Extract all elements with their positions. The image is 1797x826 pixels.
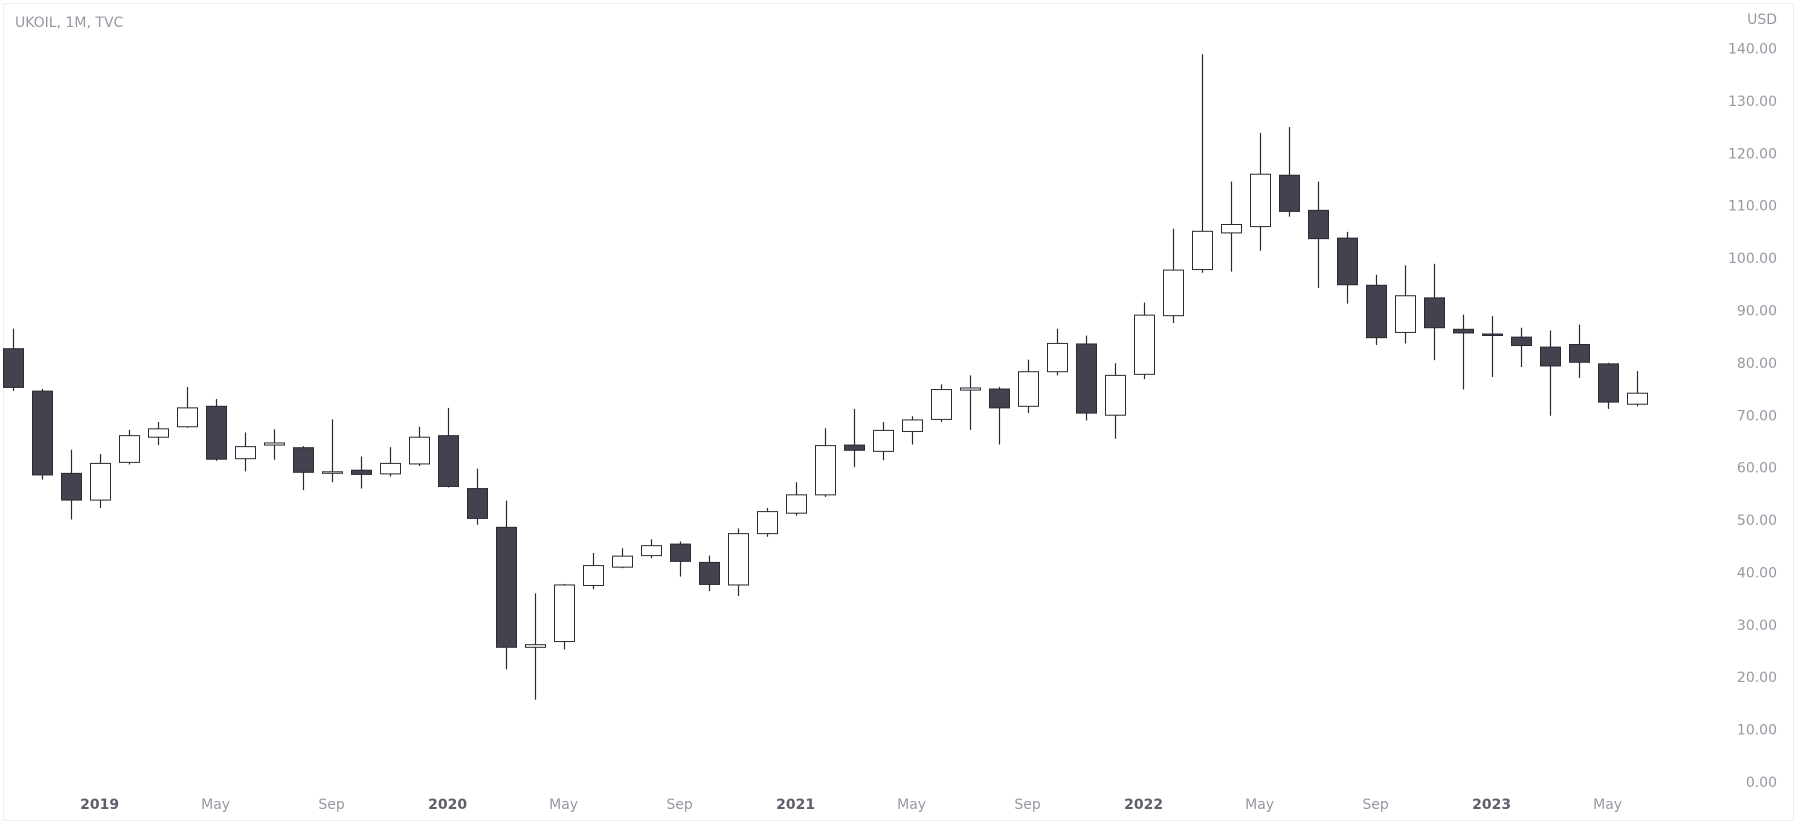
y-tick-label: 20.00 — [1737, 670, 1777, 686]
y-tick-label: 130.00 — [1728, 94, 1777, 110]
candle-body — [1018, 371, 1039, 407]
y-tick-label: 110.00 — [1728, 199, 1777, 215]
y-tick-label: 10.00 — [1737, 723, 1777, 739]
candle-body — [1047, 342, 1068, 373]
candle-body — [844, 444, 865, 451]
y-tick-label: 120.00 — [1728, 146, 1777, 162]
candle-body — [496, 526, 517, 648]
candle-body — [1105, 374, 1126, 416]
candle-body — [1279, 174, 1300, 212]
y-tick-label: 100.00 — [1728, 251, 1777, 267]
chart-border — [3, 3, 1794, 821]
candle-body — [554, 584, 575, 643]
y-tick-label: 70.00 — [1737, 408, 1777, 424]
candle-body — [1482, 333, 1503, 337]
candle-body — [1569, 343, 1590, 363]
y-tick-label: 60.00 — [1737, 461, 1777, 477]
x-tick-label: Sep — [666, 797, 693, 813]
candle-body — [1424, 297, 1445, 329]
candle-body — [206, 405, 227, 460]
candle-body — [1453, 328, 1474, 334]
x-tick-label: Sep — [318, 797, 345, 813]
candle-body — [612, 555, 633, 568]
chart-title: UKOIL, 1M, TVC — [15, 15, 124, 31]
x-tick-label: May — [1593, 797, 1622, 813]
y-tick-label: 80.00 — [1737, 356, 1777, 372]
candle-body — [177, 407, 198, 428]
y-tick-label: 90.00 — [1737, 303, 1777, 319]
x-tick-label: 2021 — [776, 797, 815, 813]
candle-body — [1395, 295, 1416, 333]
candle-body — [786, 494, 807, 514]
candle-body — [1337, 237, 1358, 286]
candle-body — [119, 435, 140, 463]
candle-body — [1511, 336, 1532, 347]
time-axis: 2019 May Sep 2020 May Sep 2021 May Sep 2022 May Sep… — [80, 797, 1733, 813]
candle-body — [61, 472, 82, 501]
price-axis: 0.00 10.00 20.00 30.00 40.00 50.00 60.00 70.00 8… — [1728, 42, 1777, 791]
y-tick-label: 0.00 — [1746, 775, 1777, 791]
x-tick-label: Sep — [1014, 797, 1041, 813]
candle-body — [1221, 224, 1242, 234]
candle-body — [1134, 314, 1155, 375]
candle-body — [467, 488, 488, 519]
y-tick-label: 50.00 — [1737, 513, 1777, 529]
candle-body — [264, 442, 285, 446]
y-tick-label: 40.00 — [1737, 565, 1777, 581]
candle-body — [1076, 343, 1097, 414]
candle-body — [1540, 346, 1561, 367]
candle-body — [641, 545, 662, 557]
candle-body — [1366, 284, 1387, 339]
candle-body — [757, 511, 778, 535]
y-tick-label: 140.00 — [1728, 42, 1777, 58]
x-tick-label: 2022 — [1124, 797, 1163, 813]
candle-body — [525, 644, 546, 648]
candle-body — [3, 348, 24, 388]
y-axis-label: USD — [1747, 12, 1777, 28]
x-tick-label: Sep — [1362, 797, 1389, 813]
candle-body — [148, 428, 169, 438]
candle-body — [931, 389, 952, 420]
x-tick-label: May — [1245, 797, 1274, 813]
candle-body — [670, 543, 691, 562]
x-tick-label: May — [201, 797, 230, 813]
x-tick-label: 2023 — [1472, 797, 1511, 813]
candle-body — [1308, 209, 1329, 240]
candle-body — [1250, 173, 1271, 228]
candle-body — [1163, 269, 1184, 317]
candle-body — [728, 533, 749, 586]
candle-body — [989, 388, 1010, 409]
x-tick-label: 2019 — [80, 797, 119, 813]
candle-body — [293, 447, 314, 473]
candle-body — [322, 471, 343, 474]
candle-body — [438, 435, 459, 487]
candle-body — [902, 419, 923, 432]
candle-body — [32, 390, 53, 476]
candle-body — [90, 462, 111, 501]
candles — [3, 54, 1648, 700]
candle-body — [960, 387, 981, 391]
candle-body — [873, 429, 894, 452]
candle-body — [699, 561, 720, 585]
candle-body — [409, 436, 430, 465]
x-tick-label: 2020 — [428, 797, 467, 813]
candle-body — [351, 469, 372, 475]
candle-body — [815, 445, 836, 496]
y-tick-label: 30.00 — [1737, 618, 1777, 634]
candle-body — [380, 462, 401, 475]
candle-body — [235, 446, 256, 460]
candle-body — [1627, 392, 1648, 405]
x-tick-label: May — [897, 797, 926, 813]
x-tick-label: Se — [1715, 797, 1733, 813]
x-tick-label: May — [549, 797, 578, 813]
candle-body — [583, 565, 604, 586]
candle-body — [1598, 363, 1619, 403]
candle-body — [1192, 230, 1213, 271]
